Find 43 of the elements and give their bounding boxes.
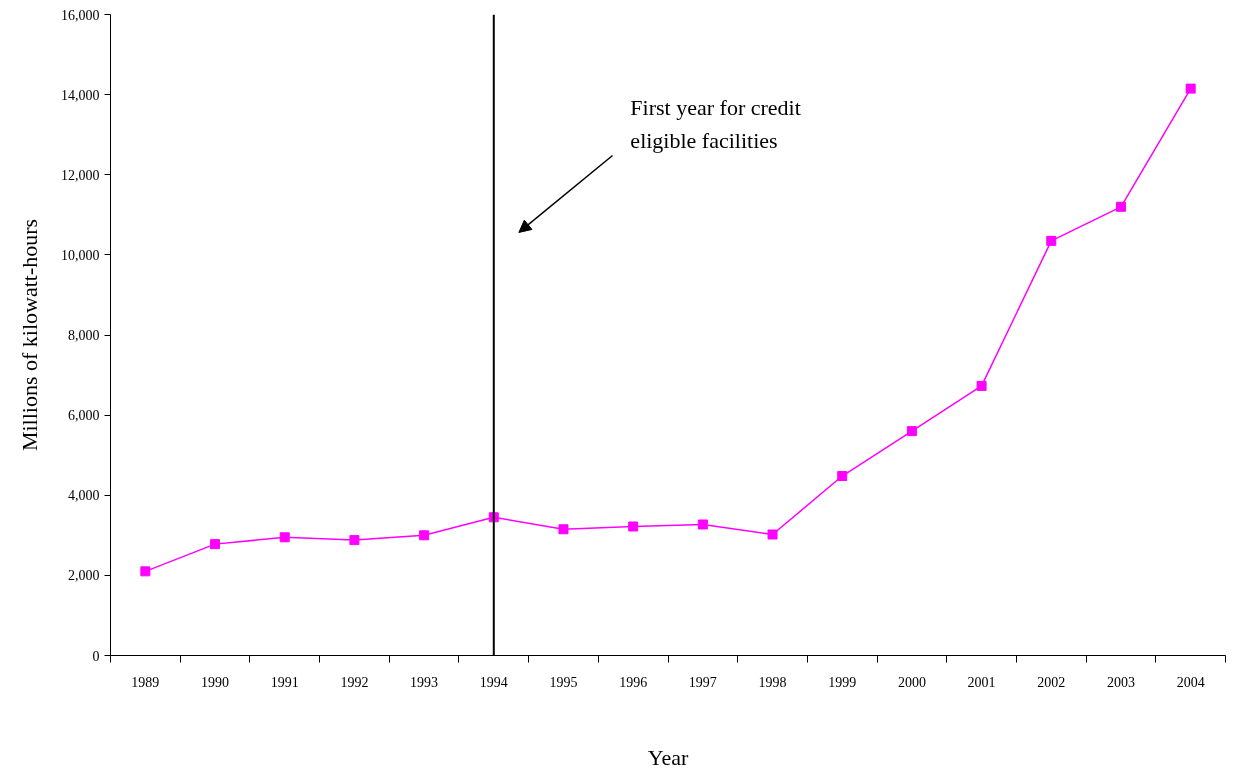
point xyxy=(906,426,917,437)
x-tick-label: 1995 xyxy=(549,674,578,690)
x-tick-label: 2003 xyxy=(1106,674,1135,690)
point xyxy=(210,539,221,550)
x-tick-label: 1997 xyxy=(688,674,717,690)
y-tick-label: 2,000 xyxy=(68,568,100,584)
point xyxy=(140,566,151,577)
y-tick-label: 14,000 xyxy=(61,87,100,103)
point xyxy=(697,519,708,530)
x-axis-title: Year xyxy=(647,744,689,770)
y-axis-title: Millions of kilowatt-hours xyxy=(17,218,42,452)
x-tick-label: 1996 xyxy=(619,674,648,690)
x-tick-label: 1992 xyxy=(340,674,369,690)
y-tick-label: 0 xyxy=(92,648,100,664)
y-tick-label: 4,000 xyxy=(68,488,100,504)
point xyxy=(279,532,290,543)
annotation: First year for credit eligible facilities xyxy=(630,94,801,154)
point xyxy=(558,524,569,535)
x-tick-label: 2004 xyxy=(1176,674,1205,690)
point xyxy=(767,529,778,540)
point xyxy=(1185,83,1196,94)
point xyxy=(837,471,848,482)
y-tick-label: 16,000 xyxy=(61,7,100,23)
x-tick-label: 1993 xyxy=(410,674,439,690)
point xyxy=(1115,201,1126,212)
point xyxy=(1046,235,1057,246)
point xyxy=(976,380,987,391)
y-tick-label: 12,000 xyxy=(61,167,100,183)
point xyxy=(349,535,360,546)
x-tick-label: 1990 xyxy=(201,674,230,690)
x-tick-label: 1991 xyxy=(270,674,299,690)
x-tick-label: 1999 xyxy=(828,674,857,690)
point xyxy=(419,530,430,541)
y-tick-label: 8,000 xyxy=(68,328,100,343)
x-tick-label: 1989 xyxy=(131,674,160,690)
x-tick-label: 2000 xyxy=(897,674,926,690)
x-tick-label: 2002 xyxy=(1037,674,1066,690)
x-tick-label: 1998 xyxy=(758,674,787,690)
x-tick-label: 1994 xyxy=(479,674,508,690)
point xyxy=(628,521,639,532)
y-tick-label: 6,000 xyxy=(68,408,100,424)
y-tick-label: 10,000 xyxy=(61,247,100,263)
x-tick-label: 2001 xyxy=(967,674,996,690)
